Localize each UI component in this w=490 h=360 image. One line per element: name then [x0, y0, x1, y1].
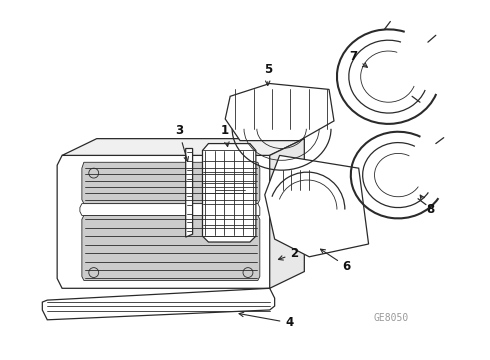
Polygon shape	[270, 139, 304, 288]
Polygon shape	[62, 139, 304, 156]
Polygon shape	[265, 156, 368, 257]
Text: 6: 6	[320, 249, 351, 273]
Text: 2: 2	[278, 247, 298, 260]
Polygon shape	[202, 144, 256, 242]
Polygon shape	[57, 156, 275, 288]
Text: 1: 1	[221, 124, 229, 147]
Polygon shape	[42, 288, 275, 320]
Text: 5: 5	[264, 63, 272, 85]
Text: 4: 4	[239, 312, 294, 329]
Text: 7: 7	[350, 50, 368, 67]
Polygon shape	[225, 84, 334, 141]
Text: GE8050: GE8050	[373, 313, 409, 323]
Polygon shape	[82, 215, 260, 280]
Text: 8: 8	[420, 195, 434, 216]
Polygon shape	[186, 148, 193, 237]
Text: 3: 3	[175, 124, 189, 161]
Polygon shape	[80, 204, 260, 215]
Polygon shape	[82, 162, 260, 204]
